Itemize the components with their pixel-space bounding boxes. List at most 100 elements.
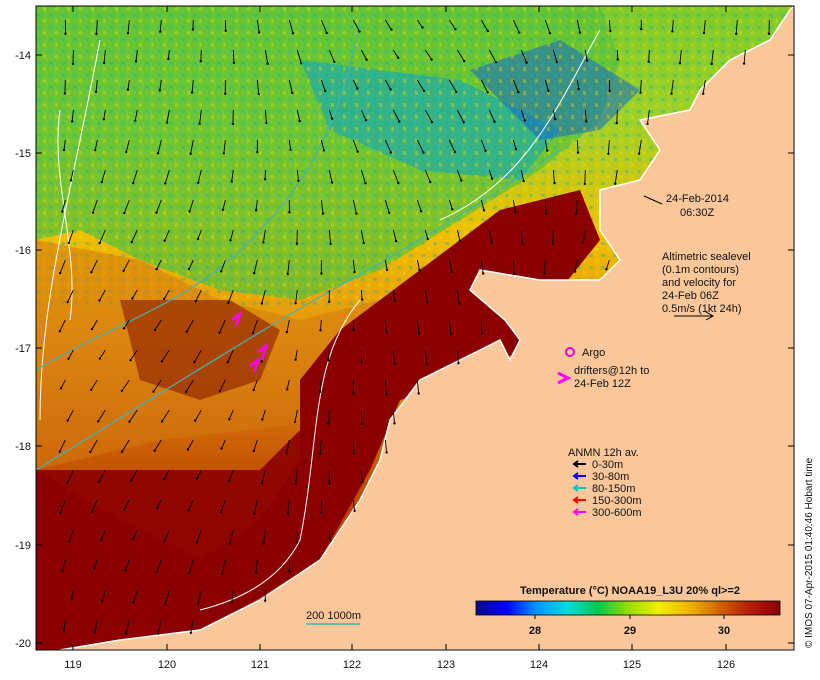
velocity-arrow <box>296 169 299 181</box>
velocity-arrow-head <box>160 360 164 363</box>
lon-tick-label: 120 <box>158 659 176 671</box>
velocity-arrow-head <box>129 479 133 482</box>
velocity-arrow-head <box>573 270 577 273</box>
velocity-arrow <box>576 139 579 153</box>
velocity-arrow-head <box>190 91 194 94</box>
velocity-arrow-head <box>514 211 517 214</box>
velocity-arrow <box>416 19 423 28</box>
velocity-arrow <box>262 229 266 243</box>
velocity-arrow-head <box>585 59 589 62</box>
velocity-arrow-head <box>702 31 706 35</box>
velocity-arrow-head <box>609 29 612 33</box>
velocity-arrow <box>512 79 519 93</box>
velocity-arrow <box>134 109 138 121</box>
velocity-arrow-head <box>63 92 67 95</box>
velocity-arrow-head <box>167 57 170 61</box>
velocity-arrow-head <box>194 299 197 303</box>
velocity-arrow-head <box>227 479 231 483</box>
sealevel-contour <box>57 109 73 321</box>
velocity-arrow-head <box>120 389 124 393</box>
velocity-arrow <box>186 319 194 332</box>
velocity-arrow <box>360 469 363 483</box>
velocity-arrow-head <box>417 392 420 395</box>
velocity-arrow-head <box>231 122 235 126</box>
velocity-arrow <box>159 19 162 32</box>
velocity-arrow-head <box>330 181 334 184</box>
velocity-arrow <box>61 199 66 212</box>
sealevel-contour <box>39 39 101 421</box>
velocity-arrow-head <box>128 420 131 423</box>
velocity-arrow-head <box>199 60 202 63</box>
velocity-arrow-head <box>614 182 617 185</box>
velocity-arrow-head <box>294 482 297 486</box>
velocity-arrow <box>219 319 226 333</box>
velocity-arrow-head <box>71 120 74 123</box>
velocity-arrow-head <box>187 509 190 512</box>
velocity-arrow-head <box>329 242 332 246</box>
velocity-arrow-head <box>486 29 489 33</box>
velocity-arrow <box>416 259 420 271</box>
velocity-arrow-head <box>156 152 160 155</box>
velocity-arrow-head <box>221 572 224 575</box>
velocity-arrow-head <box>393 362 396 365</box>
velocity-arrow <box>63 139 66 150</box>
velocity-arrow-head <box>195 541 198 544</box>
velocity-arrow-head <box>288 569 291 573</box>
velocity-arrow-head <box>126 32 130 35</box>
velocity-arrow-head <box>454 28 457 31</box>
argo-label: Argo <box>582 347 605 359</box>
velocity-arrow <box>99 289 106 301</box>
lat-tick-label: -18 <box>15 441 31 453</box>
velocity-arrow <box>125 139 130 153</box>
velocity-arrow-head <box>353 270 356 274</box>
velocity-arrow <box>199 109 202 124</box>
velocity-arrow-head <box>605 268 608 271</box>
velocity-arrow-head <box>458 302 461 305</box>
velocity-arrow <box>456 109 465 123</box>
velocity-arrow <box>127 19 130 34</box>
velocity-arrow <box>448 139 456 153</box>
velocity-arrow-head <box>156 632 160 635</box>
date-label: 24-Feb-2014 <box>666 193 729 205</box>
velocity-arrow <box>296 49 302 64</box>
velocity-arrow-head <box>164 182 167 185</box>
velocity-arrow <box>456 49 465 62</box>
velocity-arrow-head <box>253 512 256 515</box>
velocity-arrow-head <box>152 390 155 393</box>
velocity-arrow-head <box>482 209 486 212</box>
velocity-arrow-head <box>462 121 465 124</box>
velocity-arrow <box>296 109 301 122</box>
velocity-arrow <box>256 19 260 33</box>
velocity-arrow-head <box>94 148 97 152</box>
velocity-arrow-head <box>360 422 363 426</box>
anmn-legend-label: 80-150m <box>592 483 635 495</box>
velocity-arrow-head <box>197 181 200 184</box>
velocity-arrow <box>392 169 399 184</box>
altimetry-line: 24-Feb 06Z <box>662 290 719 302</box>
velocity-arrow <box>255 199 258 211</box>
velocity-arrow <box>67 409 74 421</box>
velocity-arrow <box>552 229 554 244</box>
velocity-arrow-head <box>189 631 193 634</box>
velocity-arrow-head <box>329 539 332 542</box>
velocity-arrow <box>264 49 269 64</box>
date-pointer <box>643 195 663 205</box>
velocity-arrow-head <box>189 152 192 155</box>
velocity-arrow <box>352 19 360 32</box>
velocity-arrow <box>360 169 366 184</box>
sealevel-contour <box>199 299 361 611</box>
velocity-arrow-head <box>185 390 188 393</box>
velocity-arrow-head <box>124 569 127 572</box>
velocity-arrow-head <box>355 212 358 215</box>
velocity-arrow <box>232 49 235 63</box>
velocity-arrow-head <box>90 510 94 513</box>
velocity-arrow <box>262 529 266 544</box>
velocity-arrow <box>584 169 586 184</box>
velocity-arrow <box>640 79 642 93</box>
lat-tick-label: -15 <box>15 148 31 160</box>
velocity-arrow-head <box>254 571 258 574</box>
velocity-arrow-head <box>385 451 388 454</box>
velocity-arrow-head <box>257 92 260 96</box>
velocity-arrow <box>154 319 162 331</box>
velocity-arrow <box>103 109 106 120</box>
